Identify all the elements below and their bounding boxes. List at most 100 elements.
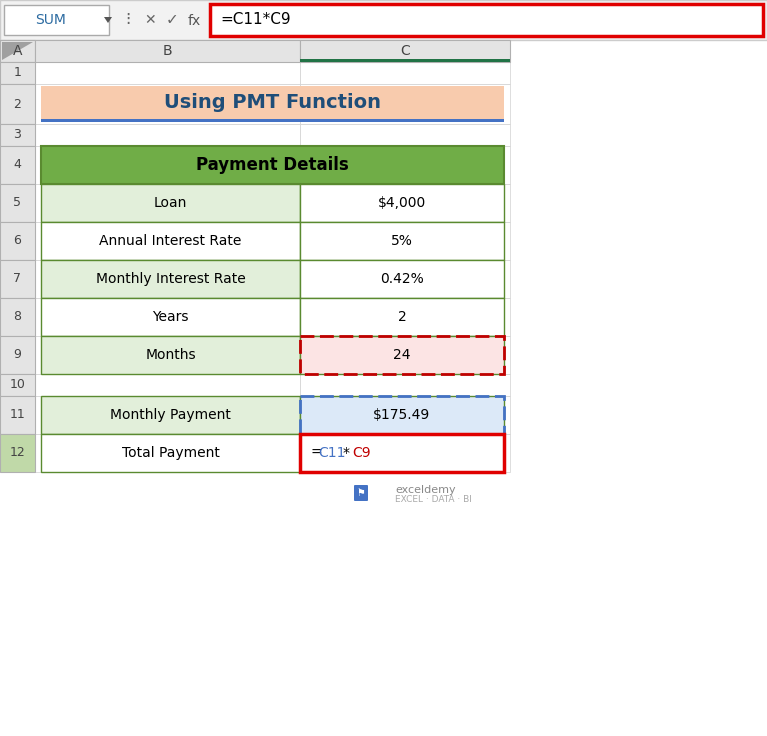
- Bar: [300, 374, 510, 396]
- Text: Total Payment: Total Payment: [121, 446, 219, 460]
- Bar: [300, 336, 504, 374]
- Bar: [35, 260, 300, 298]
- Text: 8: 8: [14, 311, 21, 324]
- Bar: [41, 396, 300, 434]
- Text: ⚑: ⚑: [357, 488, 365, 498]
- Bar: [35, 184, 300, 222]
- Bar: [300, 40, 510, 62]
- Bar: [300, 184, 504, 222]
- Text: 5: 5: [14, 197, 21, 210]
- Bar: [41, 222, 300, 260]
- Bar: [300, 434, 504, 472]
- Bar: [300, 124, 510, 146]
- Text: 4: 4: [14, 158, 21, 171]
- Polygon shape: [2, 42, 33, 60]
- Text: *: *: [343, 446, 350, 460]
- Text: A: A: [13, 44, 22, 58]
- Text: 2: 2: [397, 310, 407, 324]
- Bar: [0, 124, 35, 146]
- Bar: [0, 184, 35, 222]
- Bar: [300, 298, 504, 336]
- Bar: [300, 222, 510, 260]
- Bar: [35, 336, 300, 374]
- Text: Payment Details: Payment Details: [196, 156, 349, 174]
- Bar: [300, 434, 510, 472]
- Text: Monthly Payment: Monthly Payment: [110, 408, 231, 422]
- Text: =: =: [310, 446, 321, 460]
- Bar: [0, 298, 35, 336]
- Text: 10: 10: [9, 378, 25, 392]
- Text: ⁝: ⁝: [125, 11, 130, 29]
- Bar: [35, 434, 300, 472]
- Bar: [35, 124, 300, 146]
- Bar: [41, 146, 504, 184]
- Text: $175.49: $175.49: [374, 408, 430, 422]
- Bar: [300, 146, 510, 184]
- Bar: [300, 336, 504, 374]
- Bar: [0, 40, 35, 62]
- Bar: [300, 62, 510, 84]
- Text: Months: Months: [145, 348, 196, 362]
- Text: 6: 6: [14, 235, 21, 247]
- Text: SUM: SUM: [35, 13, 66, 27]
- Bar: [4, 5, 109, 35]
- Bar: [0, 146, 35, 184]
- Bar: [300, 396, 510, 434]
- Text: Using PMT Function: Using PMT Function: [164, 93, 381, 113]
- Bar: [41, 86, 504, 122]
- Bar: [300, 84, 510, 124]
- FancyBboxPatch shape: [354, 485, 368, 501]
- Polygon shape: [104, 17, 112, 23]
- Text: Loan: Loan: [154, 196, 187, 210]
- Bar: [300, 260, 504, 298]
- Bar: [0, 0, 767, 40]
- Bar: [0, 336, 35, 374]
- Bar: [300, 260, 510, 298]
- Text: 1: 1: [14, 66, 21, 79]
- Text: EXCEL · DATA · BI: EXCEL · DATA · BI: [395, 495, 472, 503]
- Bar: [300, 336, 510, 374]
- Bar: [35, 40, 300, 62]
- Bar: [300, 396, 504, 434]
- Bar: [300, 434, 504, 472]
- Text: 3: 3: [14, 129, 21, 141]
- Text: 24: 24: [393, 348, 411, 362]
- Text: fx: fx: [187, 14, 201, 28]
- Text: 12: 12: [10, 447, 25, 459]
- Bar: [41, 260, 300, 298]
- Bar: [35, 84, 300, 124]
- Text: Years: Years: [153, 310, 189, 324]
- Text: 2: 2: [14, 97, 21, 110]
- Text: 7: 7: [14, 272, 21, 286]
- Text: B: B: [163, 44, 173, 58]
- Text: Annual Interest Rate: Annual Interest Rate: [99, 234, 242, 248]
- Bar: [0, 222, 35, 260]
- Bar: [35, 396, 300, 434]
- Bar: [35, 374, 300, 396]
- Text: C11: C11: [318, 446, 345, 460]
- Bar: [41, 434, 300, 472]
- Text: ✓: ✓: [166, 13, 179, 27]
- Bar: [41, 119, 504, 122]
- Bar: [35, 298, 300, 336]
- Bar: [0, 62, 35, 84]
- Bar: [0, 396, 35, 434]
- Bar: [35, 62, 300, 84]
- Bar: [35, 222, 300, 260]
- Bar: [300, 59, 510, 62]
- Bar: [210, 4, 763, 36]
- Bar: [0, 374, 35, 396]
- Text: 0.42%: 0.42%: [380, 272, 424, 286]
- Bar: [41, 298, 300, 336]
- Bar: [300, 184, 510, 222]
- Text: Monthly Interest Rate: Monthly Interest Rate: [96, 272, 245, 286]
- Bar: [35, 146, 300, 184]
- Text: 5%: 5%: [391, 234, 413, 248]
- Text: $4,000: $4,000: [378, 196, 426, 210]
- Text: exceldemy: exceldemy: [395, 485, 456, 495]
- Bar: [0, 434, 35, 472]
- Text: =C11*C9: =C11*C9: [220, 13, 291, 27]
- Bar: [41, 184, 300, 222]
- Text: 9: 9: [14, 349, 21, 361]
- Bar: [300, 222, 504, 260]
